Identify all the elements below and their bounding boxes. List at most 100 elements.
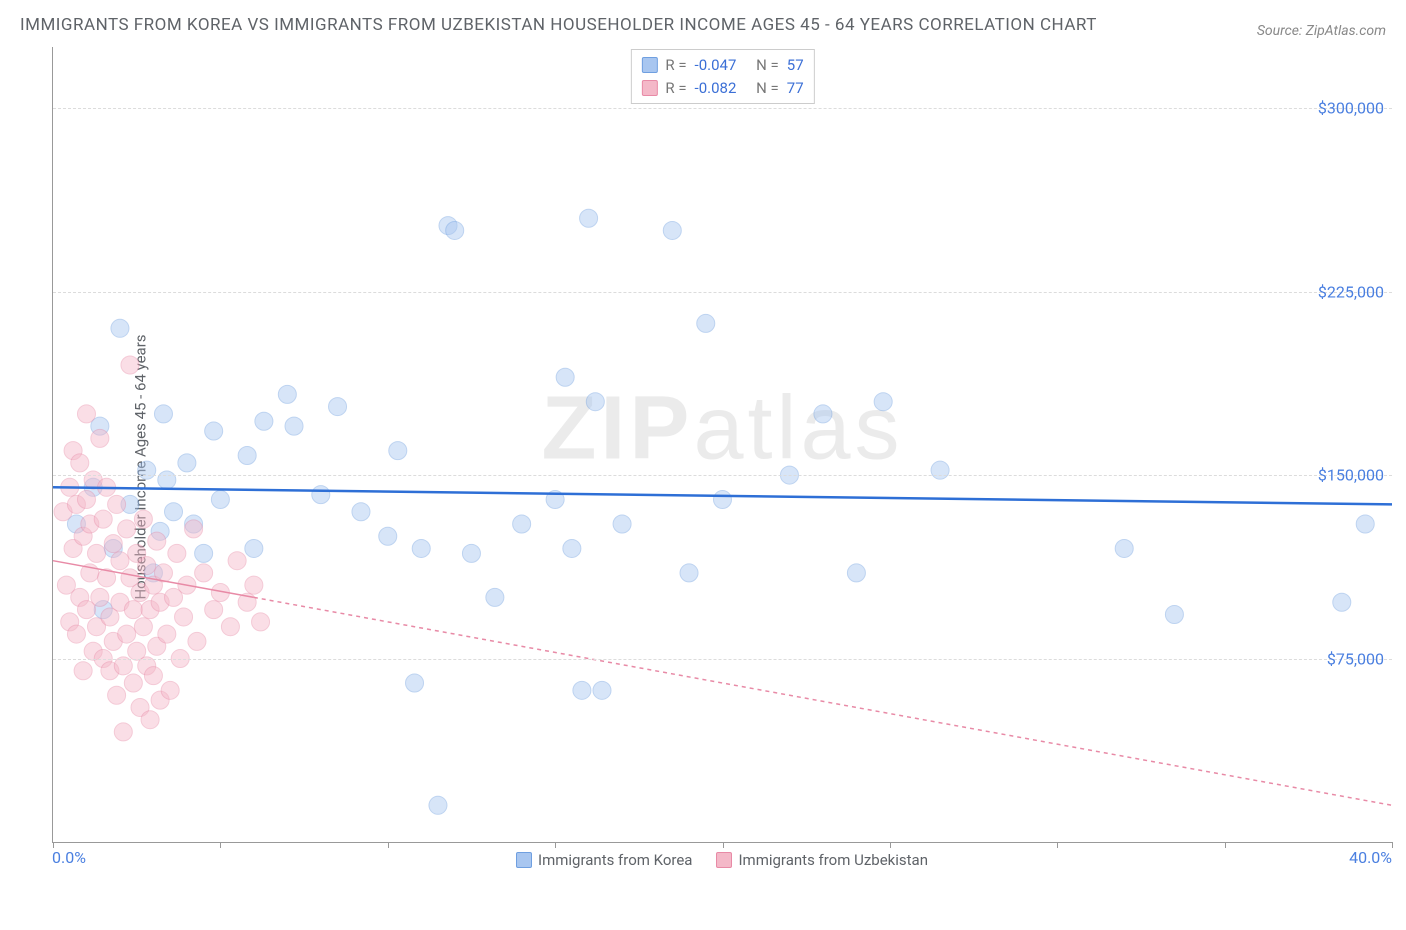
x-tick	[1392, 842, 1393, 848]
r-label: R =	[665, 54, 686, 77]
data-point	[108, 496, 126, 514]
data-point	[245, 540, 263, 558]
data-point	[114, 723, 132, 741]
data-point	[221, 618, 239, 636]
data-point	[67, 625, 85, 643]
data-point	[1165, 606, 1183, 624]
data-point	[161, 682, 179, 700]
legend-label: Immigrants from Korea	[538, 851, 692, 869]
x-tick	[220, 842, 221, 848]
data-point	[255, 412, 273, 430]
data-point	[446, 222, 464, 240]
data-point	[111, 552, 129, 570]
y-tick-label: $300,000	[1318, 99, 1384, 118]
data-point	[406, 674, 424, 692]
correlation-box: R = -0.047 N = 57 R = -0.082 N = 77	[630, 49, 814, 104]
legend-swatch	[716, 852, 732, 868]
data-point	[205, 422, 223, 440]
y-tick-label: $225,000	[1318, 282, 1384, 301]
data-point	[556, 368, 574, 386]
series-swatch	[641, 57, 657, 73]
trend-line	[254, 598, 1392, 806]
r-label: R =	[665, 77, 686, 100]
x-axis-max-label: 40.0%	[1349, 848, 1392, 867]
data-point	[563, 540, 581, 558]
x-tick	[1225, 842, 1226, 848]
data-point	[379, 527, 397, 545]
data-point	[91, 589, 109, 607]
data-point	[121, 356, 139, 374]
r-value: -0.047	[695, 54, 737, 77]
data-point	[138, 461, 156, 479]
n-value: 77	[787, 77, 804, 100]
data-point	[111, 319, 129, 337]
data-point	[228, 552, 246, 570]
data-point	[134, 618, 152, 636]
data-point	[144, 667, 162, 685]
data-point	[278, 386, 296, 404]
x-tick	[1057, 842, 1058, 848]
data-point	[154, 405, 172, 423]
y-tick-label: $75,000	[1327, 649, 1384, 668]
data-point	[195, 564, 213, 582]
data-point	[874, 393, 892, 411]
data-point	[580, 209, 598, 227]
data-point	[1115, 540, 1133, 558]
data-point	[91, 430, 109, 448]
data-point	[77, 405, 95, 423]
data-point	[663, 222, 681, 240]
data-point	[118, 520, 136, 538]
data-point	[188, 633, 206, 651]
correlation-row: R = -0.047 N = 57	[641, 54, 803, 77]
data-point	[847, 564, 865, 582]
data-point	[412, 540, 430, 558]
data-point	[124, 601, 142, 619]
data-point	[462, 545, 480, 563]
data-point	[593, 682, 611, 700]
gridline	[53, 475, 1392, 476]
legend-label: Immigrants from Uzbekistan	[738, 851, 928, 869]
y-tick-label: $150,000	[1318, 466, 1384, 485]
data-point	[195, 545, 213, 563]
data-point	[77, 491, 95, 509]
data-point	[108, 686, 126, 704]
data-point	[104, 535, 122, 553]
data-point	[124, 674, 142, 692]
data-point	[586, 393, 604, 411]
data-point	[1356, 515, 1374, 533]
data-point	[94, 510, 112, 528]
data-point	[245, 576, 263, 594]
data-point	[158, 625, 176, 643]
data-point	[185, 520, 203, 538]
legend-swatch	[516, 852, 532, 868]
data-point	[714, 491, 732, 509]
scatter-chart: Householder Income Ages 45 - 64 years ZI…	[12, 47, 1392, 887]
chart-source: Source: ZipAtlas.com	[1237, 23, 1386, 39]
data-point	[613, 515, 631, 533]
data-point	[71, 454, 89, 472]
data-point	[205, 601, 223, 619]
x-tick	[723, 842, 724, 848]
plot-area: ZIPatlas R = -0.047 N = 57 R = -0.082 N …	[52, 47, 1392, 843]
svg-layer	[53, 47, 1392, 842]
series-swatch	[641, 80, 657, 96]
x-tick	[555, 842, 556, 848]
data-point	[252, 613, 270, 631]
bottom-legend: Immigrants from Korea Immigrants from Uz…	[52, 851, 1392, 869]
r-value: -0.082	[695, 77, 737, 100]
data-point	[168, 545, 186, 563]
n-label: N =	[756, 54, 779, 77]
data-point	[88, 545, 106, 563]
chart-header: IMMIGRANTS FROM KOREA VS IMMIGRANTS FROM…	[12, 12, 1394, 39]
n-value: 57	[787, 54, 804, 77]
x-tick	[388, 842, 389, 848]
data-point	[486, 589, 504, 607]
correlation-row: R = -0.082 N = 77	[641, 77, 803, 100]
data-point	[312, 486, 330, 504]
data-point	[389, 442, 407, 460]
chart-title: IMMIGRANTS FROM KOREA VS IMMIGRANTS FROM…	[20, 12, 1097, 39]
data-point	[134, 510, 152, 528]
n-label: N =	[756, 77, 779, 100]
data-point	[211, 491, 229, 509]
gridline	[53, 108, 1392, 109]
